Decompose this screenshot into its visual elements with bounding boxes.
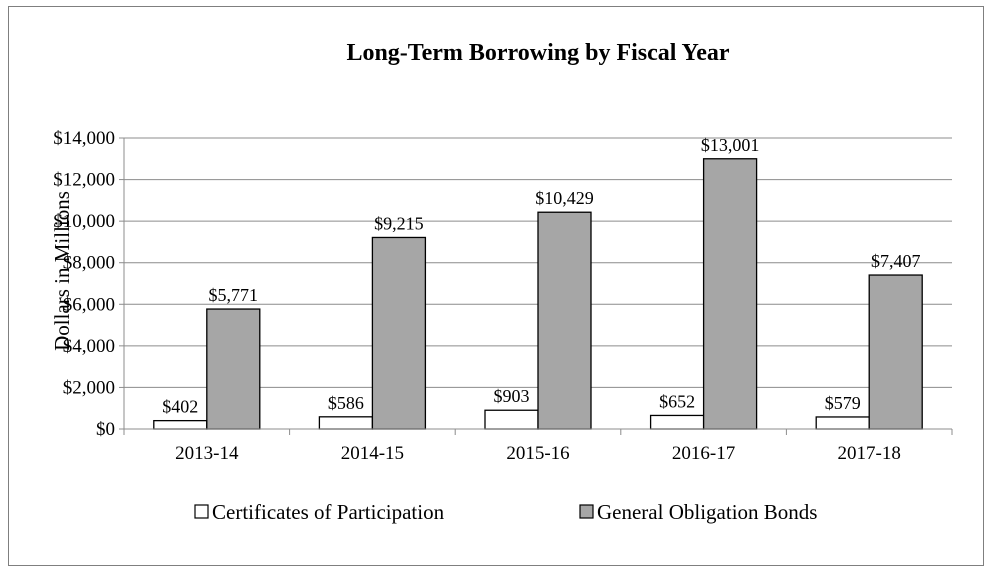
bar-gob-2014-15 xyxy=(371,236,427,430)
legend-label-cop: Certificates of Participation xyxy=(212,500,445,524)
bar-gob-2015-16 xyxy=(537,211,592,430)
bar-cop-2014-15 xyxy=(318,416,374,430)
bar-gob-2017-18 xyxy=(868,274,923,430)
x-category-label-2013-14: 2013-14 xyxy=(175,443,239,464)
x-category-label-2017-18: 2017-18 xyxy=(838,443,901,464)
data-label-gob-2017-18: $7,407 xyxy=(871,251,921,271)
chart-title: Long-Term Borrowing by Fiscal Year xyxy=(346,40,729,66)
bar-gob-2016-17 xyxy=(702,158,758,430)
x-category-label-2014-15: 2014-15 xyxy=(341,443,404,464)
data-label-gob-2016-17: $13,001 xyxy=(701,135,760,155)
bar-gob-2013-14 xyxy=(206,308,261,430)
legend: Certificates of Participation General Obl… xyxy=(194,500,817,524)
y-tick-label-2: $4,000 xyxy=(63,336,115,357)
data-label-gob-2013-14: $5,771 xyxy=(209,285,259,305)
data-label-gob-2015-16: $10,429 xyxy=(535,188,594,208)
y-tick-label-3: $6,000 xyxy=(63,294,115,315)
chart-frame xyxy=(8,6,984,566)
y-axis-ticks: $0 $2,000 $4,000 $6,000 $8,000 $10,000 $12,000… xyxy=(53,128,124,440)
y-tick-label-1: $2,000 xyxy=(63,377,115,398)
legend-item-cop: Certificates of Participation xyxy=(194,500,445,524)
data-label-cop-2017-18: $579 xyxy=(825,393,861,413)
data-label-cop-2015-16: $903 xyxy=(494,386,530,406)
y-axis-label: Dollars in Millions xyxy=(50,191,74,351)
y-tick-label-5: $10,000 xyxy=(53,211,115,232)
bar-cop-2013-14 xyxy=(153,419,208,430)
legend-item-gob: General Obligation Bonds xyxy=(579,500,817,524)
x-category-label-2016-17: 2016-17 xyxy=(672,443,735,464)
bar-cop-2017-18 xyxy=(815,416,870,430)
bar-cop-2015-16 xyxy=(484,409,539,430)
y-tick-label-6: $12,000 xyxy=(53,170,115,191)
data-label-cop-2014-15: $586 xyxy=(328,393,364,413)
y-tick-label-4: $8,000 xyxy=(63,253,115,274)
legend-label-gob: General Obligation Bonds xyxy=(597,500,817,524)
data-labels: $402 $5,771 $586 $9,215 $903 $10,429 $652 $13,0… xyxy=(162,135,920,417)
x-axis xyxy=(123,138,953,435)
x-axis-categories: 2013-14 2014-15 2015-16 2016-17 2017-18 xyxy=(175,443,901,464)
legend-swatch-cop xyxy=(194,504,209,519)
bars xyxy=(153,158,923,430)
data-label-cop-2016-17: $652 xyxy=(659,391,695,411)
y-tick-label-0: $0 xyxy=(96,419,115,440)
y-tick-label-7: $14,000 xyxy=(53,128,115,149)
data-label-gob-2014-15: $9,215 xyxy=(374,213,424,233)
bar-cop-2016-17 xyxy=(649,414,705,430)
legend-swatch-gob xyxy=(579,504,594,519)
data-label-cop-2013-14: $402 xyxy=(162,397,198,417)
x-category-label-2015-16: 2015-16 xyxy=(506,443,569,464)
